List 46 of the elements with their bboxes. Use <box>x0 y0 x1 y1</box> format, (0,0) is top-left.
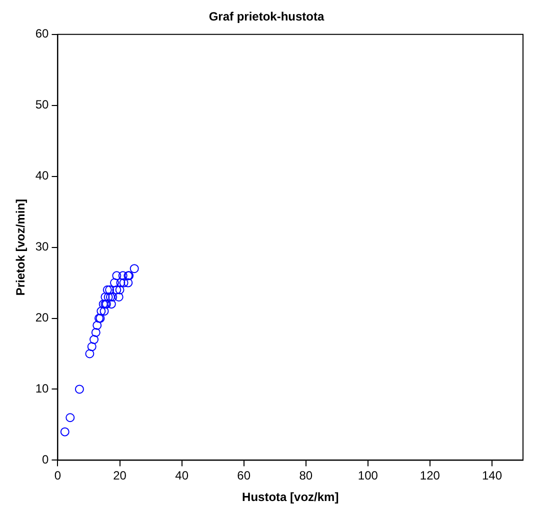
x-tick-label: 40 <box>175 468 189 483</box>
y-tick-label: 20 <box>35 310 50 325</box>
point <box>91 328 100 337</box>
y-tick-label: 10 <box>35 382 50 396</box>
y-axis-title: Prietok [voz/min] <box>14 198 28 296</box>
y-tick-label: 0 <box>42 452 50 467</box>
point <box>106 300 116 309</box>
point <box>92 320 102 330</box>
x-axis-title: Hustota [voz/km] <box>242 490 339 504</box>
point <box>104 292 113 302</box>
point <box>102 285 112 294</box>
point <box>105 285 114 294</box>
chart-title: Graf prietok-hustota <box>208 10 324 24</box>
point <box>106 292 115 302</box>
x-tick-label: 140 <box>482 468 502 483</box>
point <box>130 264 139 274</box>
point <box>119 278 128 288</box>
point <box>60 427 70 436</box>
point <box>112 285 122 294</box>
point <box>112 271 122 280</box>
point <box>114 292 124 302</box>
point <box>110 278 120 288</box>
point <box>66 413 75 422</box>
point <box>90 335 99 344</box>
x-tick-label: 120 <box>420 468 440 483</box>
y-tick-label: 30 <box>35 240 50 254</box>
y-tick-label: 50 <box>35 98 50 112</box>
point <box>100 306 109 316</box>
x-tick-label: 80 <box>299 468 313 483</box>
point <box>98 300 108 309</box>
point <box>124 278 133 288</box>
point <box>118 271 128 280</box>
point <box>96 306 106 316</box>
y-tick-label: 40 <box>35 168 50 183</box>
point <box>74 384 84 394</box>
point <box>116 278 126 288</box>
point <box>100 292 110 302</box>
point <box>108 292 118 302</box>
x-tick-label: 0 <box>54 468 62 483</box>
x-tick-label: 100 <box>358 468 378 483</box>
point <box>85 349 94 358</box>
y-tick-label: 60 <box>35 26 50 41</box>
x-tick-label: 60 <box>237 468 251 483</box>
point <box>115 285 124 294</box>
x-tick-label: 20 <box>113 468 127 483</box>
point <box>87 342 96 352</box>
